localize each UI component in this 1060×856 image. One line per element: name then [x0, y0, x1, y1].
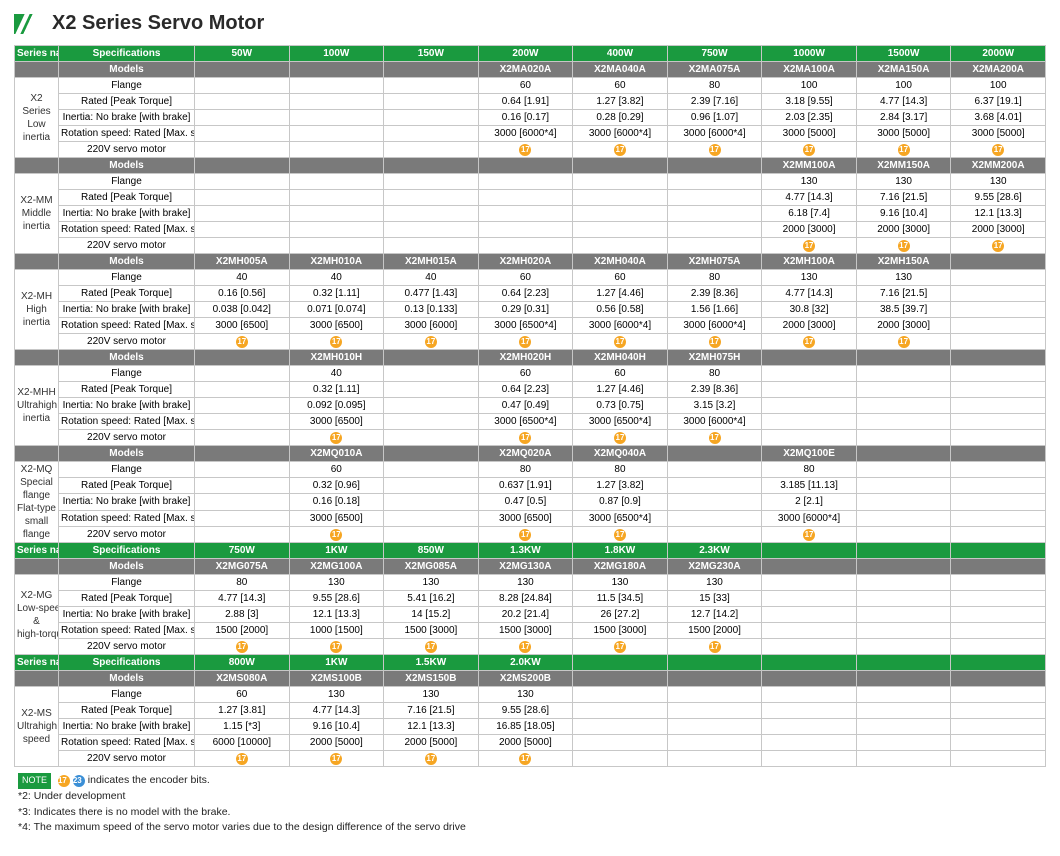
note-4: *4: The maximum speed of the servo motor… — [14, 820, 1046, 836]
brand-logo — [14, 14, 42, 34]
notes: NOTE 17 23 indicates the encoder bits. *… — [14, 773, 1046, 836]
spec-table: Series nameSpecifications50W100W150W200W… — [14, 45, 1046, 767]
encoder-17-icon: 17 — [58, 775, 70, 787]
title-row: X2 Series Servo Motor — [14, 12, 1046, 35]
page-title: X2 Series Servo Motor — [52, 12, 264, 35]
note-tag: NOTE — [18, 773, 51, 789]
note-3: *3: Indicates there is no model with the… — [14, 805, 1046, 821]
note-1: indicates the encoder bits. — [88, 774, 210, 786]
encoder-23-icon: 23 — [73, 775, 85, 787]
